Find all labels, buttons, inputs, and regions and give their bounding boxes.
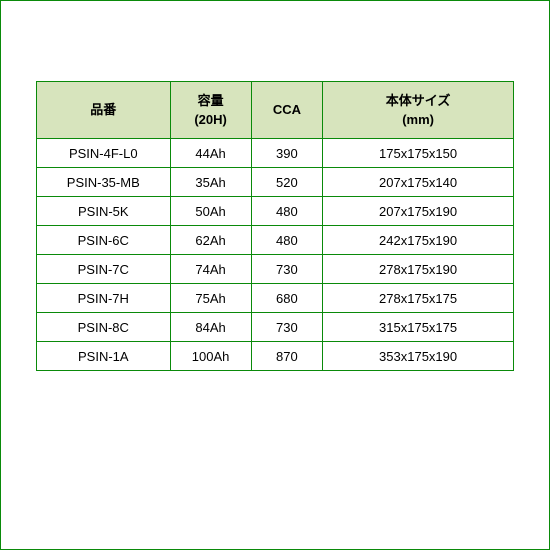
cell-capacity: 35Ah [170, 168, 251, 197]
header-label: 本体サイズ [386, 93, 451, 108]
col-header-cca: CCA [251, 82, 323, 139]
table-row: PSIN-4F-L0 44Ah 390 175x175x150 [37, 139, 514, 168]
cell-capacity: 74Ah [170, 255, 251, 284]
cell-cca: 480 [251, 197, 323, 226]
cell-size: 207x175x140 [323, 168, 514, 197]
col-header-capacity: 容量 (20H) [170, 82, 251, 139]
header-label: 容量 [198, 93, 224, 108]
cell-cca: 520 [251, 168, 323, 197]
cell-size: 278x175x190 [323, 255, 514, 284]
cell-part-no: PSIN-6C [37, 226, 171, 255]
table-row: PSIN-1A 100Ah 870 353x175x190 [37, 342, 514, 371]
cell-cca: 870 [251, 342, 323, 371]
cell-capacity: 75Ah [170, 284, 251, 313]
cell-capacity: 44Ah [170, 139, 251, 168]
cell-part-no: PSIN-5K [37, 197, 171, 226]
header-sublabel: (20H) [194, 112, 227, 127]
cell-size: 175x175x150 [323, 139, 514, 168]
col-header-part-no: 品番 [37, 82, 171, 139]
cell-cca: 680 [251, 284, 323, 313]
cell-capacity: 50Ah [170, 197, 251, 226]
cell-size: 207x175x190 [323, 197, 514, 226]
table-body: PSIN-4F-L0 44Ah 390 175x175x150 PSIN-35-… [37, 139, 514, 371]
cell-capacity: 100Ah [170, 342, 251, 371]
battery-spec-table: 品番 容量 (20H) CCA 本体サイズ (mm) PSIN-4F-L0 44… [36, 81, 514, 371]
cell-part-no: PSIN-4F-L0 [37, 139, 171, 168]
cell-cca: 730 [251, 255, 323, 284]
cell-cca: 390 [251, 139, 323, 168]
cell-part-no: PSIN-8C [37, 313, 171, 342]
cell-size: 278x175x175 [323, 284, 514, 313]
cell-size: 242x175x190 [323, 226, 514, 255]
cell-cca: 480 [251, 226, 323, 255]
cell-size: 315x175x175 [323, 313, 514, 342]
cell-part-no: PSIN-35-MB [37, 168, 171, 197]
cell-capacity: 62Ah [170, 226, 251, 255]
cell-part-no: PSIN-7H [37, 284, 171, 313]
table-row: PSIN-7C 74Ah 730 278x175x190 [37, 255, 514, 284]
header-label: 品番 [90, 102, 116, 117]
table-row: PSIN-5K 50Ah 480 207x175x190 [37, 197, 514, 226]
header-label: CCA [273, 102, 301, 117]
cell-part-no: PSIN-1A [37, 342, 171, 371]
cell-capacity: 84Ah [170, 313, 251, 342]
cell-part-no: PSIN-7C [37, 255, 171, 284]
table-row: PSIN-6C 62Ah 480 242x175x190 [37, 226, 514, 255]
table-row: PSIN-8C 84Ah 730 315x175x175 [37, 313, 514, 342]
page-frame: 品番 容量 (20H) CCA 本体サイズ (mm) PSIN-4F-L0 44… [0, 0, 550, 550]
table-header-row: 品番 容量 (20H) CCA 本体サイズ (mm) [37, 82, 514, 139]
cell-cca: 730 [251, 313, 323, 342]
cell-size: 353x175x190 [323, 342, 514, 371]
table-row: PSIN-7H 75Ah 680 278x175x175 [37, 284, 514, 313]
header-sublabel: (mm) [402, 112, 434, 127]
col-header-size: 本体サイズ (mm) [323, 82, 514, 139]
table-row: PSIN-35-MB 35Ah 520 207x175x140 [37, 168, 514, 197]
